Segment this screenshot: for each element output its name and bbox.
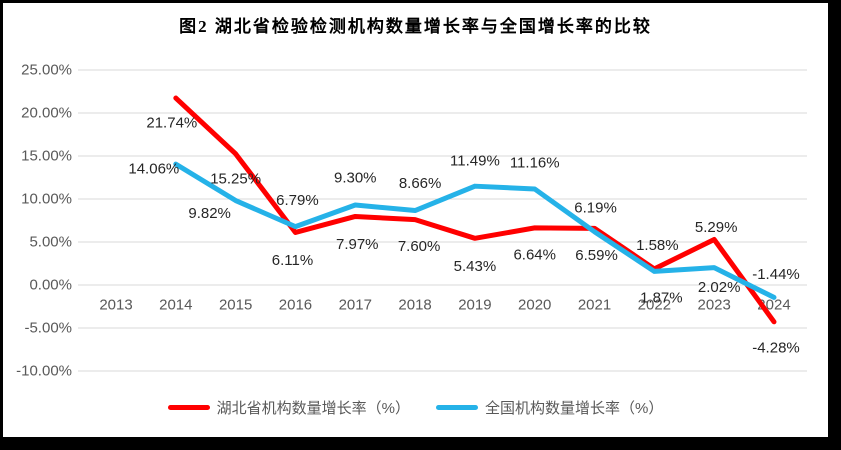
data-label-national-2023: 2.02% bbox=[698, 279, 741, 296]
data-label-hubei-2022: 1.87% bbox=[640, 289, 683, 306]
series-line-hubei bbox=[173, 95, 777, 325]
data-label-national-2022: 1.58% bbox=[636, 237, 679, 254]
y-axis-tick-label: 25.00% bbox=[21, 62, 72, 79]
y-axis-tick-label: -5.00% bbox=[24, 320, 72, 337]
data-label-hubei-2016: 6.11% bbox=[272, 252, 313, 269]
data-label-national-2016: 6.79% bbox=[276, 192, 319, 209]
x-axis-tick-label: 2013 bbox=[99, 297, 132, 314]
data-label-national-2018: 8.66% bbox=[399, 175, 442, 192]
y-axis-tick-label: 0.00% bbox=[29, 277, 72, 294]
x-axis-tick-label: 2022 bbox=[638, 297, 671, 314]
data-label-national-2019: 11.49% bbox=[450, 153, 500, 170]
chart-canvas: 图2 湖北省检验检测机构数量增长率与全国增长率的比较 25.00% 20.00% 1… bbox=[3, 3, 828, 437]
data-label-hubei-2024: -4.28% bbox=[752, 339, 800, 356]
legend-item-national: 全国机构数量增长率（%） bbox=[436, 397, 663, 418]
data-label-national-2014: 14.06% bbox=[128, 161, 179, 178]
y-axis-tick-label: 20.00% bbox=[21, 105, 72, 122]
y-axis-tick-label: 5.00% bbox=[29, 234, 72, 251]
hubei-line-swatch-icon bbox=[167, 405, 210, 410]
data-label-national-2024: -1.44% bbox=[752, 266, 800, 283]
y-axis-tick-label: -10.00% bbox=[16, 363, 72, 380]
y-axis-tick-label: 10.00% bbox=[21, 191, 72, 208]
x-axis-tick-label: 2018 bbox=[398, 297, 431, 314]
plot-area: 25.00% 20.00% 15.00% 10.00% 5.00% 0.00% -5.00%… bbox=[16, 62, 807, 380]
data-label-hubei-2020: 6.64% bbox=[513, 246, 556, 263]
data-label-hubei-2019: 5.43% bbox=[454, 258, 497, 275]
data-label-national-2021: 6.19% bbox=[574, 199, 617, 216]
legend: 湖北省机构数量增长率（%） 全国机构数量增长率（%） bbox=[3, 397, 828, 418]
x-axis-tick-label: 2017 bbox=[339, 297, 372, 314]
legend-label-hubei: 湖北省机构数量增长率（%） bbox=[216, 400, 410, 417]
y-axis-tick-label: 15.00% bbox=[21, 148, 72, 165]
x-axis-tick-label: 2016 bbox=[279, 297, 312, 314]
data-label-national-2015: 9.82% bbox=[188, 205, 231, 222]
x-axis-tick-label: 2019 bbox=[458, 297, 491, 314]
chart-title: 图2 湖北省检验检测机构数量增长率与全国增长率的比较 bbox=[179, 17, 652, 36]
data-label-national-2020: 11.16% bbox=[510, 155, 560, 172]
data-label-hubei-2021: 6.59% bbox=[575, 247, 618, 264]
national-line-swatch-icon bbox=[436, 405, 478, 410]
data-label-hubei-2014: 21.74% bbox=[146, 115, 197, 132]
x-axis-tick-label: 2023 bbox=[697, 297, 730, 314]
x-axis-tick-label: 2014 bbox=[159, 297, 192, 314]
series-line-national bbox=[173, 161, 777, 300]
x-axis-tick-label: 2020 bbox=[518, 297, 551, 314]
x-axis-tick-label: 2021 bbox=[578, 297, 611, 314]
data-label-hubei-2015: 15.25% bbox=[210, 170, 261, 187]
data-label-hubei-2018: 7.60% bbox=[398, 238, 441, 255]
data-label-national-2017: 9.30% bbox=[334, 170, 377, 187]
data-label-hubei-2017: 7.97% bbox=[336, 236, 379, 253]
legend-label-national: 全国机构数量增长率（%） bbox=[485, 400, 664, 417]
data-label-hubei-2023: 5.29% bbox=[695, 219, 738, 236]
legend-item-hubei: 湖北省机构数量增长率（%） bbox=[167, 397, 410, 418]
x-axis-tick-label: 2015 bbox=[219, 297, 252, 314]
